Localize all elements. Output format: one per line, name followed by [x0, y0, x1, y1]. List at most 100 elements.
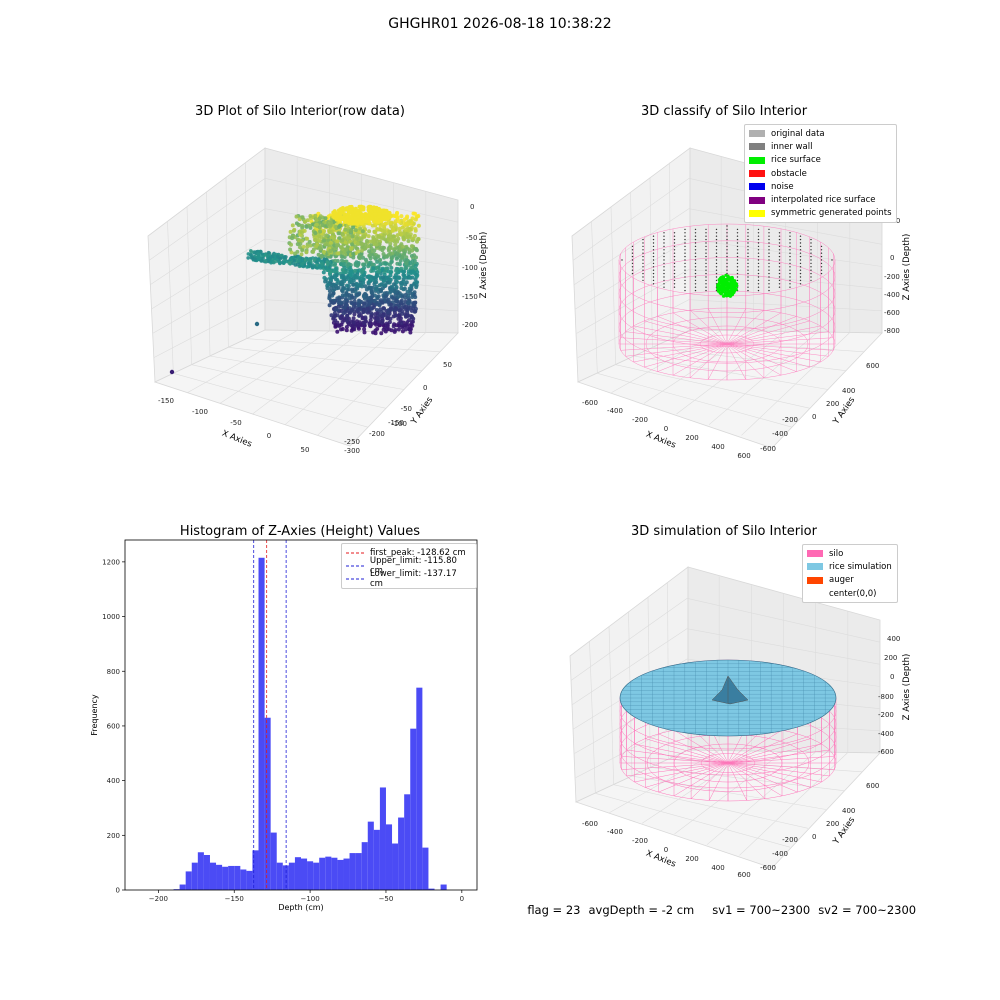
scatter-point — [330, 214, 335, 219]
scatter-point — [337, 225, 342, 229]
scatter-point — [341, 311, 346, 316]
gridline — [575, 719, 688, 778]
scatter-point — [271, 260, 276, 265]
scatter-point — [351, 236, 356, 241]
scatter-point — [393, 293, 398, 297]
scatter-point — [321, 223, 326, 228]
scatter-point — [342, 265, 347, 270]
scatter-point — [377, 323, 382, 328]
scatter-point — [368, 318, 373, 323]
scatter-point — [369, 216, 374, 221]
scatter-point — [277, 259, 282, 264]
scatter-point — [328, 215, 333, 219]
scatter-point — [359, 274, 364, 278]
scatter-point — [414, 272, 418, 277]
rice-surface-point — [733, 289, 737, 293]
scatter-point — [408, 221, 413, 226]
scatter-point — [256, 254, 261, 258]
scatter-point — [346, 284, 351, 289]
scatter-point — [327, 237, 332, 242]
scatter-point — [326, 263, 330, 268]
rice-surface-point — [719, 277, 724, 281]
scatter-point — [327, 294, 332, 299]
scatter-point — [290, 233, 295, 238]
scatter-point — [374, 211, 379, 216]
scatter-point — [340, 248, 345, 253]
interpolated-point — [705, 276, 707, 278]
scatter-point — [357, 299, 362, 304]
interpolated-point — [663, 238, 665, 241]
scatter-point — [383, 261, 388, 266]
scatter-point — [368, 206, 373, 211]
scatter-point — [357, 306, 362, 311]
scatter-point — [392, 250, 397, 255]
scatter-point — [292, 258, 297, 263]
scatter-point — [356, 218, 361, 223]
scatter-point — [323, 259, 327, 264]
scatter-point — [355, 268, 360, 273]
scatter-point — [329, 298, 333, 303]
scatter-point — [297, 217, 302, 222]
scatter-point — [327, 222, 332, 227]
scatter-point — [295, 233, 300, 238]
p1-xtick: -150 — [158, 397, 174, 405]
scatter-point — [375, 227, 380, 232]
p1-ztick: -200 — [462, 321, 478, 329]
scatter-point — [356, 262, 361, 267]
scatter-point — [356, 215, 361, 219]
scatter-point — [406, 234, 411, 239]
scatter-point — [391, 227, 395, 232]
scatter-point — [380, 282, 384, 287]
scatter-point — [351, 225, 356, 230]
scatter-point — [388, 245, 393, 250]
scatter-point — [346, 207, 351, 212]
scatter-point — [325, 251, 329, 256]
scatter-point — [346, 249, 351, 253]
scatter-point — [413, 306, 418, 311]
interpolated-point — [810, 255, 812, 258]
silo-spoke — [626, 762, 729, 777]
scatter-point — [388, 270, 393, 275]
scatter-point — [300, 264, 305, 268]
scatter-point — [386, 238, 391, 243]
scatter-point — [377, 303, 382, 308]
scatter-point — [330, 300, 335, 305]
scatter-point — [342, 237, 347, 242]
scatter-point — [327, 229, 332, 234]
interpolated-point — [663, 242, 665, 244]
interpolated-point — [726, 279, 728, 282]
scatter-point — [350, 324, 355, 328]
scatter-point — [308, 243, 313, 248]
scatter-point — [383, 275, 388, 280]
scatter-point — [378, 246, 382, 251]
interpolated-point — [757, 266, 760, 268]
interpolated-point — [799, 249, 802, 251]
rice-surface-point — [734, 284, 738, 288]
interpolated-point — [810, 266, 812, 268]
scatter-point — [403, 227, 408, 232]
histogram-bar — [385, 824, 393, 891]
scatter-point — [405, 258, 410, 263]
interpolated-point — [736, 252, 739, 254]
histogram-bar — [343, 858, 350, 890]
rice-surface-point — [728, 283, 732, 287]
interpolated-point — [631, 245, 634, 248]
scatter-point — [312, 228, 317, 233]
scatter-point — [364, 303, 369, 308]
scatter-point — [340, 254, 345, 259]
scatter-point — [336, 285, 341, 290]
scatter-point — [316, 244, 321, 249]
scatter-point — [356, 292, 361, 297]
scatter-point — [357, 214, 361, 219]
scatter-point — [325, 254, 330, 259]
scatter-point — [373, 222, 378, 227]
histogram-bar — [319, 857, 326, 890]
scatter-point — [342, 286, 347, 291]
rice-surface-point — [724, 292, 728, 296]
scatter-point — [316, 252, 321, 257]
scatter-point — [399, 221, 404, 226]
scatter-point — [348, 216, 353, 221]
scatter-point — [393, 221, 397, 226]
scatter-point — [367, 320, 372, 325]
scatter-point — [331, 282, 336, 287]
